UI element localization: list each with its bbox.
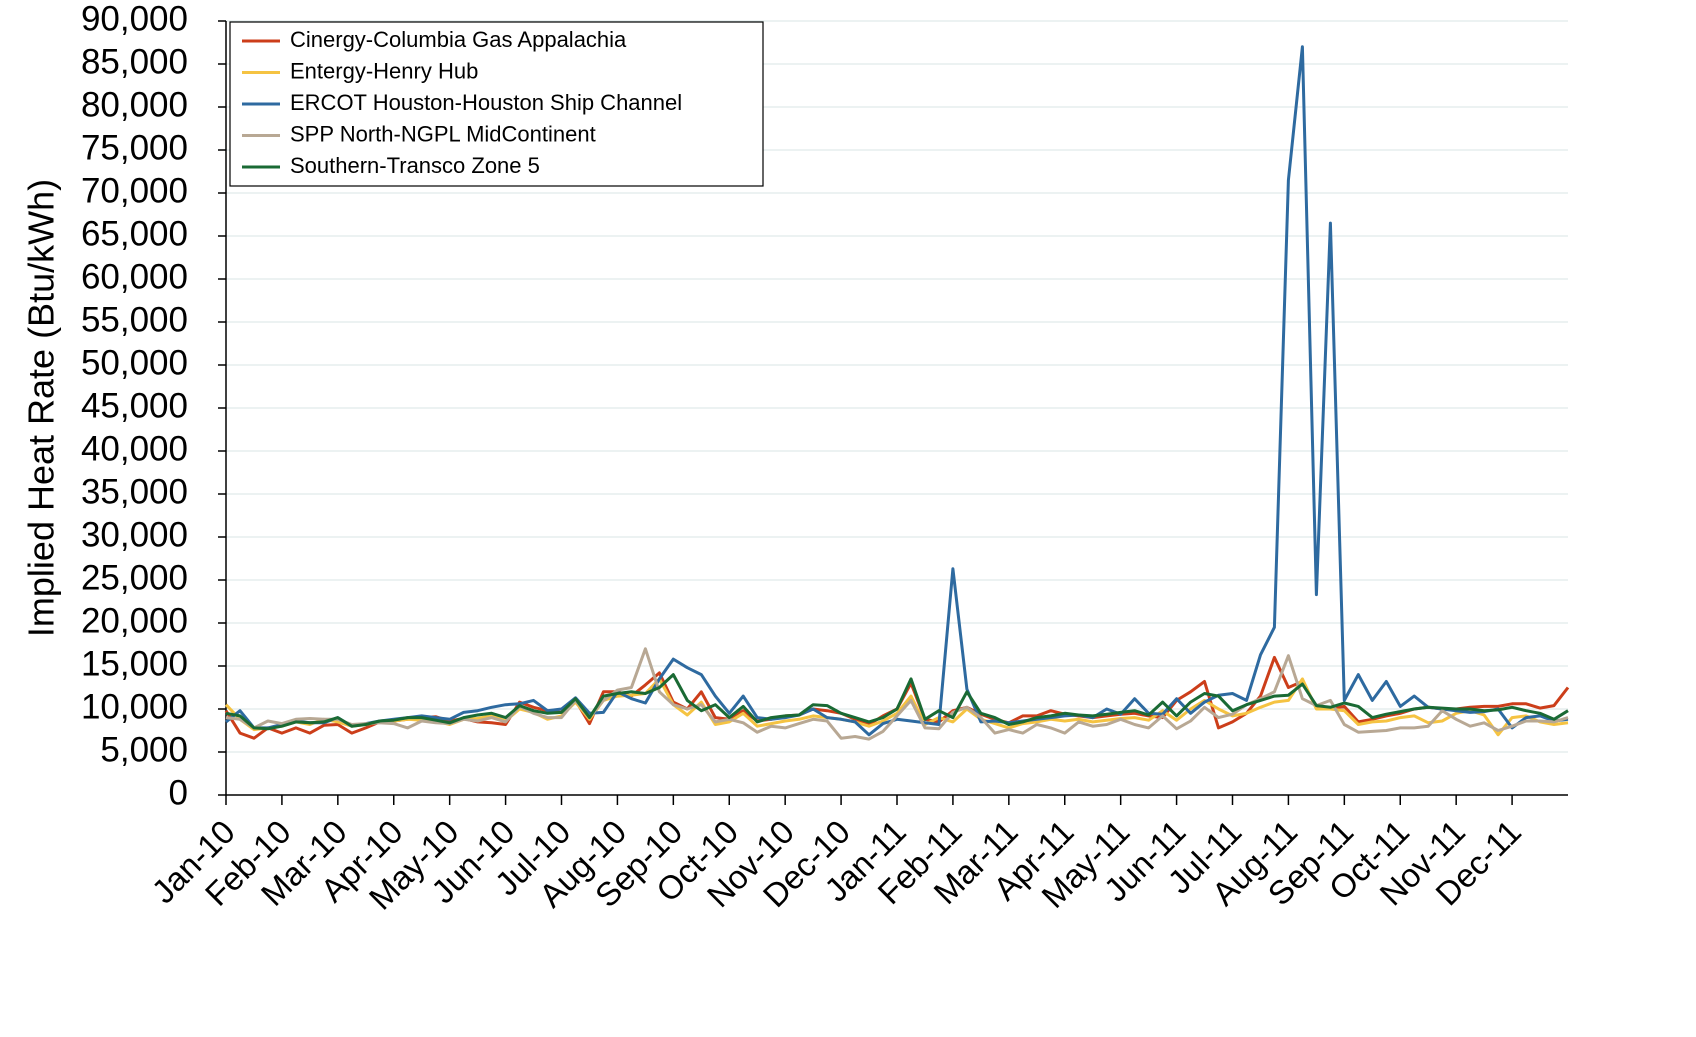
legend-label: Cinergy-Columbia Gas Appalachia [290,27,627,52]
y-tick-label: 25,000 [81,558,188,597]
y-tick-label: 30,000 [81,515,188,554]
y-tick-label: 35,000 [81,472,188,511]
y-tick-label: 80,000 [81,85,188,124]
legend-label: Southern-Transco Zone 5 [290,153,540,178]
series-line [225,45,1569,737]
y-tick-label: 5,000 [100,730,188,769]
y-tick-label: 50,000 [81,343,188,382]
y-axis-label: Implied Heat Rate (Btu/kWh) [21,179,62,637]
y-tick-label: 75,000 [81,128,188,167]
y-tick-label: 40,000 [81,429,188,468]
y-tick-label: 70,000 [81,171,188,210]
legend-label: Entergy-Henry Hub [290,58,478,83]
y-tick-label: 85,000 [81,42,188,81]
legend: Cinergy-Columbia Gas Appalachia Entergy-H… [229,21,764,187]
legend-box [229,21,764,187]
series-line [225,647,1569,741]
y-tick-label: 20,000 [81,601,188,640]
y-tick-label: 45,000 [81,386,188,425]
y-tick-label: 55,000 [81,300,188,339]
y-tick-label: 15,000 [81,644,188,683]
y-tick-label: 65,000 [81,214,188,253]
y-tick-label: 90,000 [81,0,188,38]
series-line [225,673,1569,731]
series-line [224,655,1570,740]
y-tick-label: 10,000 [81,687,188,726]
legend-label: SPP North-NGPL MidContinent [290,121,596,146]
y-tick-label: 0 [169,773,188,812]
legend-label: ERCOT Houston-Houston Ship Channel [290,90,682,115]
y-tick-label: 60,000 [81,257,188,296]
